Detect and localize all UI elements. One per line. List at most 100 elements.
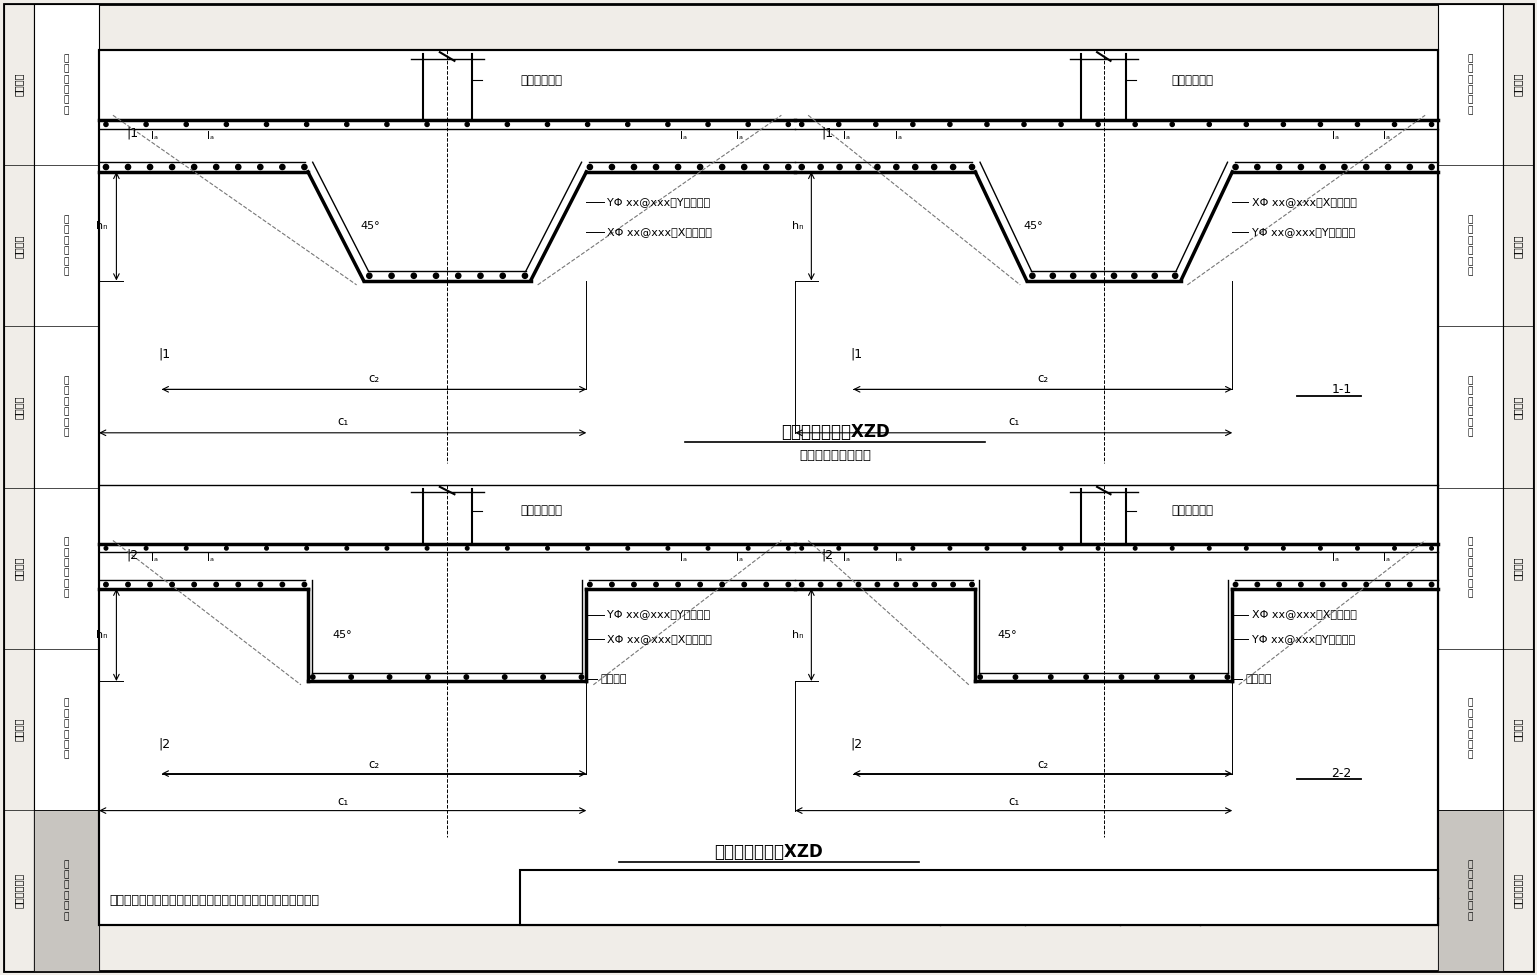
Circle shape (126, 582, 131, 587)
Circle shape (1013, 675, 1017, 680)
Text: XΦ xx@xxx（X向纵筋）: XΦ xx@xxx（X向纵筋） (607, 226, 712, 237)
Text: 标
准
构
造
详
图: 标 准 构 造 详 图 (65, 376, 69, 438)
Text: lₐ: lₐ (1383, 131, 1389, 141)
Text: lₐ: lₐ (736, 553, 742, 564)
Text: 尤天直: 尤天直 (583, 906, 601, 916)
Circle shape (745, 122, 750, 127)
Text: lₐ: lₐ (1331, 131, 1339, 141)
Text: YΦ xx@xxx（Y向纵筋）: YΦ xx@xxx（Y向纵筋） (1251, 635, 1354, 644)
Text: 图集号: 图集号 (971, 878, 993, 890)
Circle shape (632, 165, 636, 170)
Circle shape (705, 122, 710, 127)
Circle shape (818, 582, 822, 587)
Text: 筏形基础: 筏形基础 (14, 557, 25, 580)
Circle shape (105, 122, 108, 127)
Text: lₐ: lₐ (207, 131, 214, 141)
Text: |1: |1 (821, 126, 833, 139)
Circle shape (747, 547, 750, 550)
Text: c₂: c₂ (1037, 758, 1048, 771)
Text: c₁: c₁ (337, 415, 349, 428)
Circle shape (344, 547, 349, 550)
Circle shape (386, 547, 389, 550)
Circle shape (503, 675, 507, 680)
Circle shape (303, 582, 306, 587)
Text: 筏形基础: 筏形基础 (1512, 557, 1523, 580)
Circle shape (698, 582, 702, 587)
Circle shape (214, 582, 218, 587)
Text: 标
准
构
造
详
图: 标 准 构 造 详 图 (65, 860, 69, 921)
Circle shape (466, 547, 469, 550)
Circle shape (911, 547, 915, 550)
Circle shape (1299, 582, 1303, 587)
Text: c₁: c₁ (1008, 415, 1019, 428)
Text: 2-2: 2-2 (1331, 767, 1351, 780)
Circle shape (787, 122, 790, 127)
Circle shape (799, 547, 804, 550)
Text: 条形基础: 条形基础 (1512, 395, 1523, 418)
Circle shape (1319, 547, 1322, 550)
Circle shape (184, 122, 189, 127)
Circle shape (258, 165, 263, 170)
Circle shape (1153, 273, 1157, 279)
Circle shape (970, 165, 974, 170)
Circle shape (1131, 273, 1137, 279)
Text: 基础平板下柱墩XZD: 基础平板下柱墩XZD (715, 843, 822, 861)
Text: YΦ xx@xxx（Y向纵筋）: YΦ xx@xxx（Y向纵筋） (607, 609, 710, 619)
Circle shape (1256, 582, 1259, 587)
Text: XΦ xx@xxx（X向纵筋）: XΦ xx@xxx（X向纵筋） (607, 635, 712, 644)
Circle shape (387, 675, 392, 680)
Circle shape (466, 122, 469, 127)
Circle shape (1393, 122, 1397, 127)
Circle shape (1356, 547, 1359, 550)
Circle shape (169, 165, 175, 170)
Circle shape (1356, 122, 1360, 127)
Circle shape (1393, 547, 1396, 550)
Text: 注：当纵筋直锚长度不足时，可伸至基础平板顶之后水平弯折。: 注：当纵筋直锚长度不足时，可伸至基础平板顶之后水平弯折。 (109, 893, 320, 907)
Circle shape (1022, 122, 1027, 127)
Circle shape (1245, 547, 1248, 550)
Circle shape (144, 122, 148, 127)
Circle shape (675, 165, 681, 170)
Circle shape (523, 273, 527, 279)
Text: |2: |2 (158, 737, 171, 751)
Circle shape (1030, 273, 1034, 279)
Circle shape (310, 675, 315, 680)
Circle shape (948, 547, 951, 550)
Text: 独立基础: 独立基础 (14, 234, 25, 257)
Text: c₁: c₁ (337, 795, 349, 808)
Circle shape (873, 122, 878, 127)
Circle shape (224, 547, 227, 550)
Text: 设计: 设计 (750, 906, 764, 916)
Circle shape (1190, 675, 1194, 680)
Text: |2: |2 (821, 549, 833, 562)
Text: 独立基础: 独立基础 (1512, 234, 1523, 257)
Circle shape (653, 165, 659, 170)
Circle shape (426, 675, 430, 680)
Circle shape (184, 547, 188, 550)
Circle shape (214, 165, 218, 170)
Circle shape (1320, 165, 1325, 170)
Text: 何嘉明: 何嘉明 (782, 906, 801, 916)
Text: 基础相关构造: 基础相关构造 (1512, 873, 1523, 908)
Circle shape (1342, 582, 1346, 587)
Text: 基础相关构造: 基础相关构造 (14, 873, 25, 908)
Text: lₐ: lₐ (895, 131, 902, 141)
Circle shape (280, 582, 284, 587)
Circle shape (367, 273, 372, 279)
Circle shape (698, 165, 702, 170)
Text: 水平箍筋: 水平箍筋 (601, 674, 627, 683)
Circle shape (1133, 547, 1137, 550)
Circle shape (126, 165, 131, 170)
Circle shape (105, 547, 108, 550)
Circle shape (1429, 547, 1434, 550)
Circle shape (1208, 547, 1211, 550)
Circle shape (587, 165, 592, 170)
Circle shape (579, 675, 584, 680)
Circle shape (1320, 582, 1325, 587)
Circle shape (875, 165, 881, 170)
Circle shape (1277, 582, 1282, 587)
Circle shape (951, 582, 956, 587)
Text: lₐ: lₐ (681, 131, 687, 141)
Text: 桩基承台: 桩基承台 (1512, 718, 1523, 741)
Circle shape (799, 582, 804, 587)
